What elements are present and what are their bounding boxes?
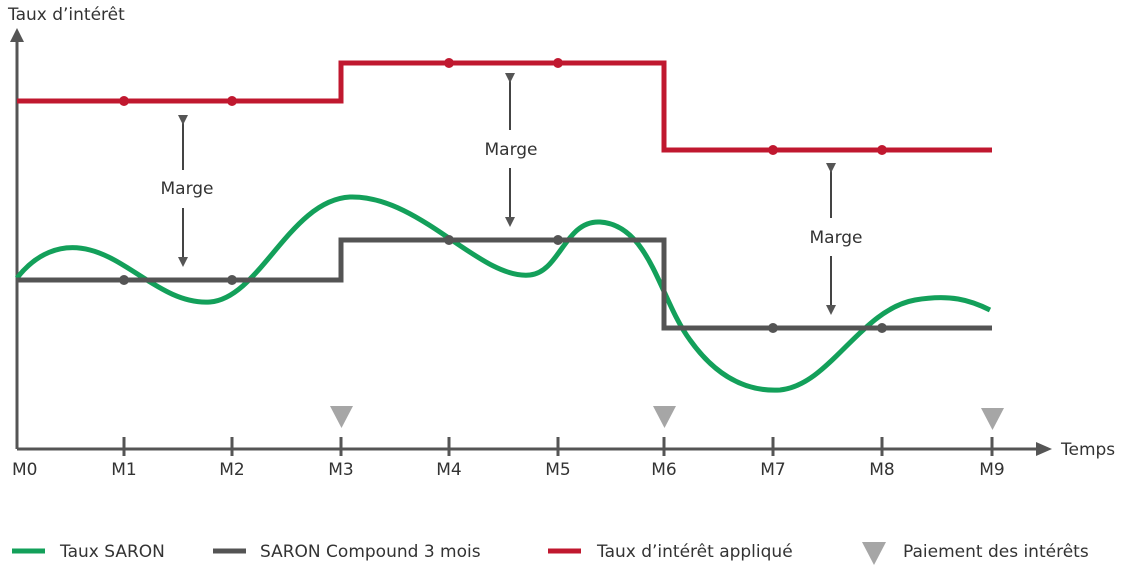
margin-arrows [178,73,836,315]
x-tick-label: M1 [111,460,136,480]
legend-swatch [862,542,886,565]
dot [227,275,237,285]
x-tick-label: M8 [869,460,894,480]
dot [444,58,454,68]
saron-curve [15,194,992,393]
x-axis-arrow [1036,442,1052,456]
x-tick-label: M6 [651,460,676,480]
payment-markers [330,406,1004,430]
x-tick-label: M3 [328,460,353,480]
payment-marker [981,408,1004,430]
dot [553,58,563,68]
legend-label: Paiement des intérêts [903,542,1089,562]
applied-rate-line [17,60,992,153]
legend-label: SARON Compound 3 mois [260,542,481,562]
compound-dots [119,235,887,333]
applied-rate-dots [119,58,887,155]
margin-label: Marge [484,140,537,160]
dot [119,96,129,106]
dot [119,275,129,285]
y-axis-arrow [10,28,24,42]
dot [227,96,237,106]
x-tick-label: M9 [979,460,1004,480]
x-tick-label: M4 [436,460,461,480]
legend-label: Taux SARON [59,542,165,562]
dot [444,235,454,245]
x-tick-label: M7 [760,460,785,480]
y-axis-label: Taux d’intérêt [7,5,125,25]
margin-label: Marge [809,228,862,248]
dot [553,235,563,245]
dot [877,323,887,333]
payment-marker [330,406,353,428]
dot [768,145,778,155]
legend-label: Taux d’intérêt appliqué [596,542,793,562]
compound-line [17,237,992,331]
margin-label: Marge [160,179,213,199]
dot [768,323,778,333]
x-tick-label: M5 [545,460,570,480]
x-ticks: M0 M1 M2 M3 M4 M5 M6 M7 M8 M9 [12,437,1005,480]
x-tick-label: M2 [219,460,244,480]
payment-marker [653,406,676,428]
dot [877,145,887,155]
x-axis-label: Temps [1060,440,1115,460]
x-tick-label: M0 [12,460,37,480]
